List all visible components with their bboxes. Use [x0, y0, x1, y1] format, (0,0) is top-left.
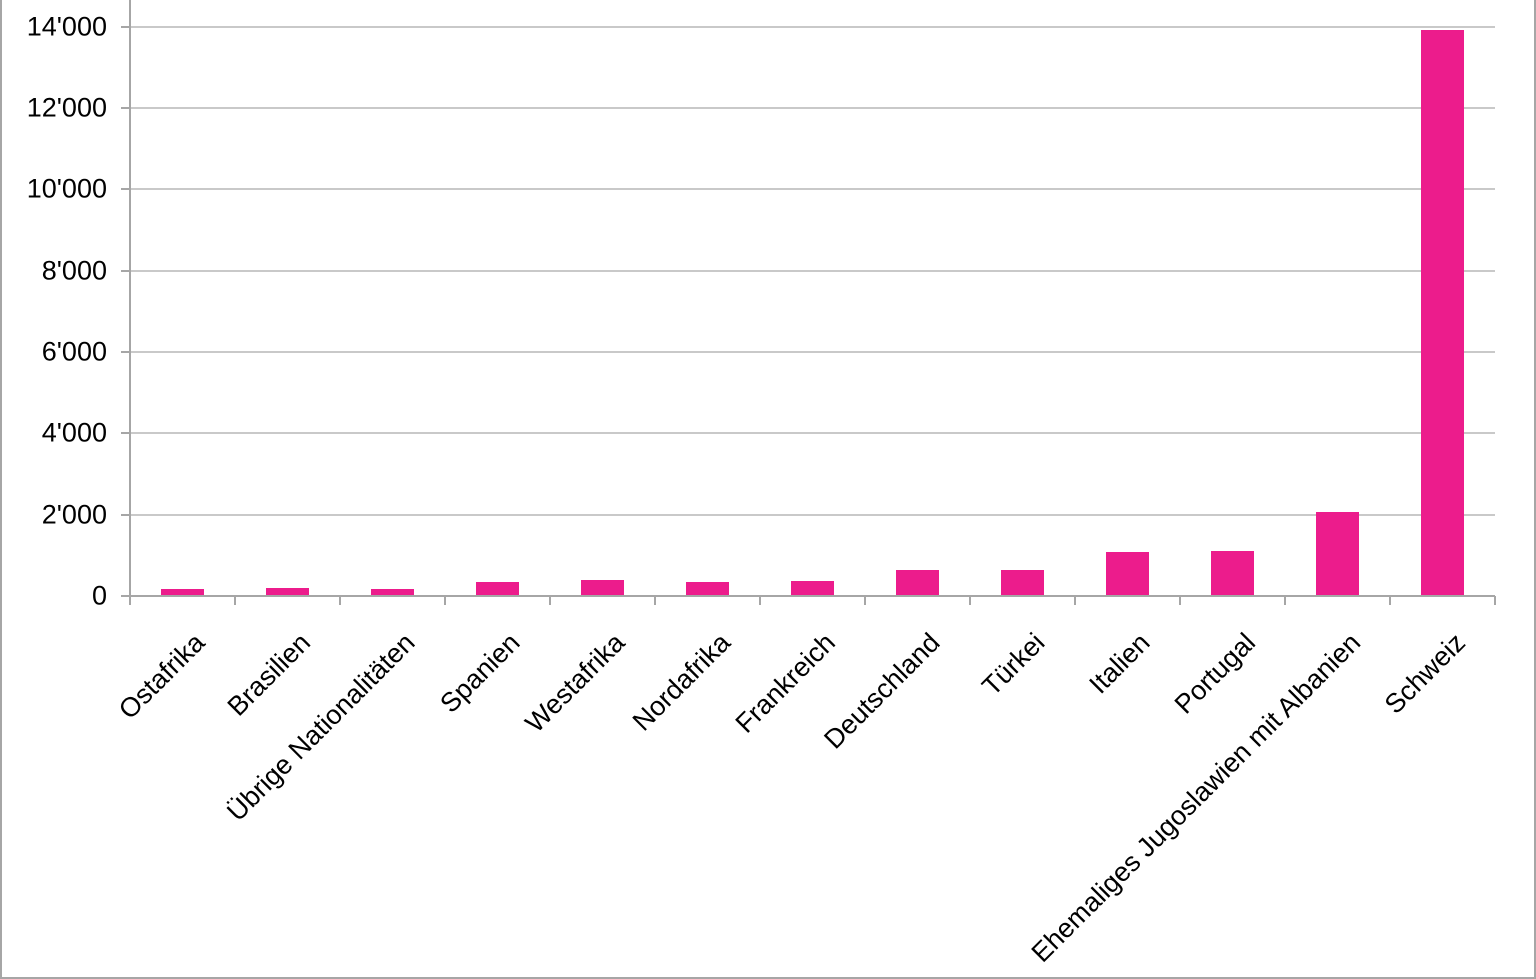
- y-axis-tick-label: 12'000: [26, 92, 107, 123]
- bar: [1421, 30, 1464, 595]
- bar: [896, 570, 939, 595]
- y-axis-tick: [121, 188, 130, 191]
- y-axis-tick: [121, 513, 130, 516]
- x-axis-tick: [444, 596, 446, 605]
- y-axis-tick-label: 8'000: [41, 255, 107, 286]
- x-category-label: Ehemaliges Jugoslawien mit Albanien: [894, 627, 1366, 968]
- y-axis-tick: [121, 432, 130, 435]
- y-axis-tick-label: 4'000: [41, 417, 107, 448]
- y-axis-tick: [121, 350, 130, 353]
- bar: [1211, 551, 1254, 595]
- x-axis-tick: [1284, 596, 1286, 605]
- y-axis-tick: [121, 269, 130, 272]
- x-axis-tick: [129, 596, 131, 605]
- gridline: [130, 25, 1495, 28]
- y-axis-tick-label: 10'000: [26, 173, 107, 204]
- bar: [1001, 570, 1044, 595]
- x-category-label-text: Übrige Nationalitäten: [221, 627, 422, 827]
- y-axis-tick-label: 6'000: [41, 336, 107, 367]
- y-axis-tick-label: 2'000: [41, 499, 107, 530]
- gridline: [130, 106, 1495, 109]
- x-axis-tick: [1389, 596, 1391, 605]
- bar: [1106, 552, 1149, 595]
- x-axis-tick: [549, 596, 551, 605]
- x-category-label: Übrige Nationalitäten: [148, 627, 421, 827]
- x-axis-tick: [969, 596, 971, 605]
- x-axis-tick: [759, 596, 761, 605]
- gridline: [130, 269, 1495, 272]
- chart-border-bottom: [0, 977, 1536, 979]
- bar: [266, 588, 309, 595]
- bar: [686, 582, 729, 595]
- y-axis-tick-label: 14'000: [26, 11, 107, 42]
- x-category-label: Schweiz: [1350, 627, 1471, 719]
- x-axis-tick: [1179, 596, 1181, 605]
- x-axis-tick: [654, 596, 656, 605]
- gridline: [130, 513, 1495, 516]
- bar: [476, 582, 519, 595]
- x-axis-tick: [339, 596, 341, 605]
- x-category-label-text: Schweiz: [1378, 627, 1472, 720]
- y-axis-tick: [121, 25, 130, 28]
- bar: [161, 589, 204, 595]
- y-axis: [129, 0, 131, 597]
- x-axis-tick: [234, 596, 236, 605]
- bar: [371, 589, 414, 595]
- bar: [791, 581, 834, 595]
- x-axis-tick: [864, 596, 866, 605]
- x-axis-tick: [1074, 596, 1076, 605]
- y-axis-tick: [121, 595, 130, 597]
- gridline: [130, 350, 1495, 353]
- y-axis-tick: [121, 106, 130, 109]
- chart-border-left: [0, 0, 2, 979]
- gridline: [130, 188, 1495, 191]
- bar: [1316, 512, 1359, 595]
- chart-border-right: [1534, 0, 1536, 979]
- x-axis-tick: [1494, 596, 1496, 605]
- x-axis: [130, 595, 1495, 597]
- bar: [581, 580, 624, 595]
- y-axis-tick-label: 0: [91, 580, 107, 611]
- gridline: [130, 432, 1495, 435]
